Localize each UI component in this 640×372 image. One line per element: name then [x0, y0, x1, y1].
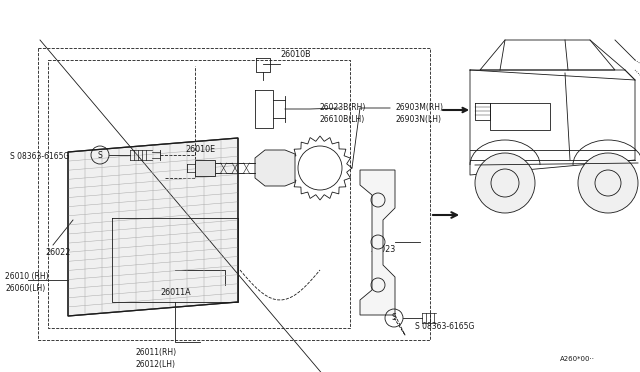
Text: 26023: 26023	[370, 245, 396, 254]
Text: 26011(RH): 26011(RH)	[135, 348, 176, 357]
Text: 26610B(LH): 26610B(LH)	[320, 115, 365, 124]
Text: S: S	[98, 151, 102, 160]
Text: 26010E: 26010E	[185, 145, 215, 154]
Text: 26060(LH): 26060(LH)	[5, 284, 45, 293]
Circle shape	[578, 153, 638, 213]
Text: S 08363-6165G: S 08363-6165G	[415, 322, 474, 331]
Text: 26903N(LH): 26903N(LH)	[395, 115, 441, 124]
Text: 26022: 26022	[45, 248, 70, 257]
Text: 26010 (RH): 26010 (RH)	[5, 272, 49, 281]
Polygon shape	[255, 150, 295, 186]
Text: 26023B(RH): 26023B(RH)	[320, 103, 366, 112]
Text: 26012(LH): 26012(LH)	[135, 360, 175, 369]
Text: 26010B: 26010B	[280, 50, 310, 59]
Text: 26903M(RH): 26903M(RH)	[395, 103, 443, 112]
Polygon shape	[195, 160, 215, 176]
Circle shape	[475, 153, 535, 213]
Text: A260*00··: A260*00··	[560, 356, 595, 362]
Text: 26011A: 26011A	[160, 288, 191, 297]
Text: S 08363-6165G: S 08363-6165G	[10, 152, 69, 161]
Polygon shape	[68, 138, 238, 316]
Polygon shape	[360, 170, 395, 315]
Text: S: S	[392, 314, 396, 323]
